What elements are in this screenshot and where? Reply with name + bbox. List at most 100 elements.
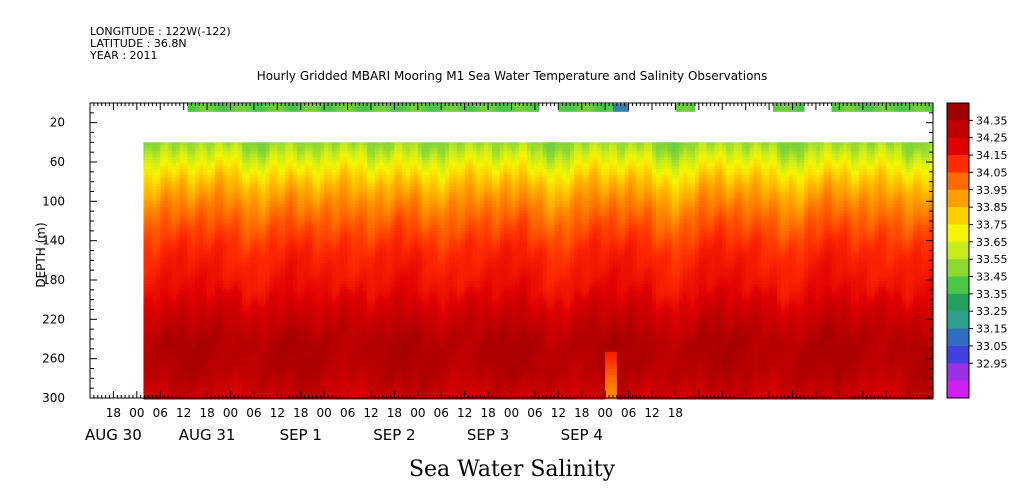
field-cell [164,260,169,264]
field-cell [179,165,185,170]
field-cell [285,351,290,356]
field-cell [351,198,356,202]
field-cell [175,278,181,282]
field-cell [292,316,298,320]
field-cell [285,177,290,182]
field-cell [164,348,169,353]
field-cell [285,283,290,288]
field-cell [214,165,220,170]
field-cell [143,224,146,229]
field-cell [152,387,157,391]
field-cell [355,381,360,385]
field-cell [292,177,298,182]
field-cell [187,378,193,382]
field-cell [339,257,345,261]
field-cell [269,328,275,332]
field-cell [265,316,271,320]
field-cell [168,372,173,376]
field-cell [210,378,216,382]
field-cell [179,154,185,158]
field-cell [296,227,302,232]
field-cell [355,207,360,211]
field-cell [339,310,345,315]
field-cell [351,157,356,161]
field-cell [207,366,212,371]
field-cell [160,160,165,164]
field-cell [234,242,239,247]
field-cell [324,263,329,267]
field-cell [308,375,314,379]
field-cell [195,177,200,182]
field-cell [296,304,302,309]
field-cell [289,348,294,353]
field-cell [261,280,267,285]
field-cell [273,177,278,182]
field-cell [148,381,154,385]
field-cell [246,157,251,161]
field-cell [152,275,157,279]
field-cell [168,351,173,356]
field-cell [222,157,228,161]
field-cell [242,266,247,270]
field-cell [347,339,353,344]
field-cell [289,257,294,261]
field-cell [203,168,208,173]
field-cell [257,227,263,232]
field-cell [230,354,235,359]
field-cell [143,363,146,368]
field-cell [289,148,294,152]
field-cell [285,230,290,235]
field-cell [261,210,267,214]
field-cell [339,221,345,226]
field-cell [257,319,263,323]
field-cell [238,236,243,241]
field-cell [269,204,275,208]
field-cell [222,369,228,374]
field-cell [164,165,169,170]
field-cell [289,393,294,397]
field-cell [304,148,310,152]
field-cell [320,233,325,238]
field-cell [308,219,314,223]
field-cell [199,363,204,368]
field-cell [292,160,298,164]
field-cell [242,295,247,300]
field-cell [199,369,204,374]
field-cell [160,366,165,371]
field-cell [343,157,349,161]
field-cell [238,189,243,194]
field-cell [316,384,321,388]
field-cell [246,168,251,173]
field-cell [175,242,181,247]
field-cell [156,378,161,382]
field-cell [222,224,228,229]
field-cell [171,260,177,264]
field-cell [269,227,275,232]
field-cell [238,195,243,199]
field-cell [238,345,243,350]
field-cell [234,360,239,365]
field-cell [144,242,150,247]
field-cell [335,384,341,388]
field-cell [261,393,267,397]
field-cell [277,387,282,391]
field-cell [148,378,154,382]
field-cell [144,283,150,288]
field-cell [238,339,243,344]
field-cell [292,248,298,253]
field-cell [168,384,173,388]
field-cell [312,251,317,256]
field-cell [187,239,193,244]
field-cell [226,165,232,170]
field-cell [156,204,161,208]
field-cell [199,236,204,241]
field-cell [222,378,228,382]
field-cell [218,366,224,371]
field-cell [226,390,232,394]
field-cell [187,348,193,353]
field-cell [156,289,161,294]
field-cell [168,348,173,353]
field-cell [269,239,275,244]
field-cell [156,171,161,176]
field-cell [324,319,329,323]
